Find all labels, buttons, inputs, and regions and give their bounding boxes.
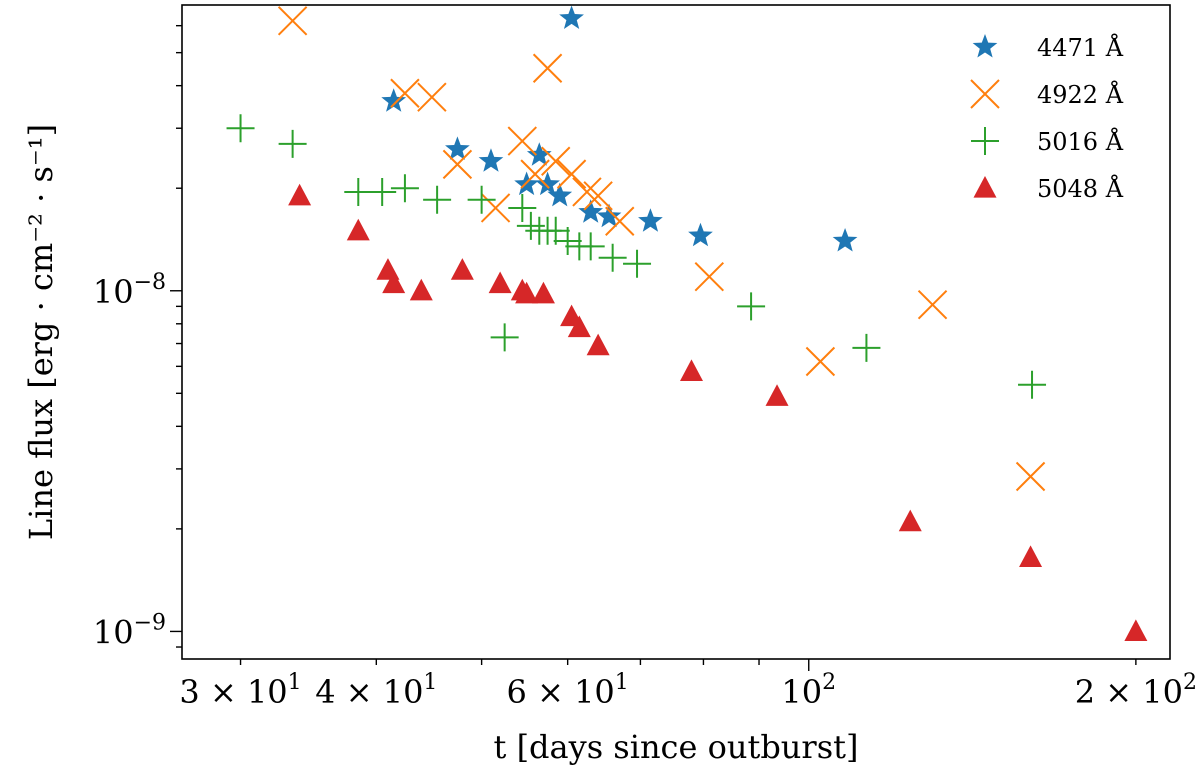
legend-marker-star xyxy=(972,34,998,58)
legend-marker-x xyxy=(970,79,1000,109)
data-point-star xyxy=(445,136,470,160)
x-tick-label: 6 × 101 xyxy=(507,670,629,711)
data-point-triangle xyxy=(488,271,512,294)
legend-label: 5016 Å xyxy=(1037,127,1124,156)
data-point-star xyxy=(526,142,552,166)
legend-label: 4922 Å xyxy=(1037,80,1124,109)
x-tick-label: 102 xyxy=(781,670,836,711)
data-point-star xyxy=(547,182,573,207)
data-point-plus xyxy=(852,333,881,362)
data-point-x xyxy=(442,149,473,180)
legend-label: 4471 Å xyxy=(1037,33,1124,62)
y-tick-label: 10−9 xyxy=(93,610,166,651)
tick-layer xyxy=(170,24,1137,671)
y-axis-label: Line flux [erg · cm⁻² · s⁻¹] xyxy=(22,124,60,540)
x-tick-label: 4 × 101 xyxy=(315,670,437,711)
series-4471 xyxy=(381,5,858,252)
data-point-plus xyxy=(623,249,652,278)
data-point-x xyxy=(694,261,725,292)
data-point-plus xyxy=(508,193,537,222)
legend: 4471 Å 4922 Å 5016 Å 5048 Å xyxy=(970,33,1124,203)
data-point-triangle xyxy=(288,183,312,206)
legend-item: 5048 Å xyxy=(973,174,1124,203)
series-5048 xyxy=(288,183,1148,642)
data-point-star xyxy=(688,222,713,247)
data-point-x xyxy=(541,146,571,176)
data-point-star xyxy=(381,88,407,112)
y-axis: 10−9 10−8 xyxy=(93,270,166,652)
data-point-triangle xyxy=(567,315,591,338)
data-point-triangle xyxy=(450,258,474,280)
data-point-plus xyxy=(423,185,452,214)
data-point-triangle xyxy=(586,333,610,356)
data-point-star xyxy=(559,5,584,29)
data-layer xyxy=(226,5,1148,642)
data-point-triangle xyxy=(1019,545,1043,567)
data-point-x xyxy=(417,82,447,112)
data-point-x xyxy=(572,177,602,207)
legend-item: 4471 Å xyxy=(972,33,1124,62)
data-point-plus xyxy=(516,211,545,240)
data-point-x xyxy=(917,290,948,320)
data-point-x xyxy=(1015,461,1046,492)
data-point-plus xyxy=(576,232,605,261)
x-axis-label: t [days since outburst] xyxy=(494,728,859,766)
data-point-plus xyxy=(278,129,307,158)
data-point-x xyxy=(556,159,587,189)
data-point-triangle xyxy=(409,278,433,301)
data-point-star xyxy=(832,227,858,252)
data-point-triangle xyxy=(382,271,406,294)
data-point-plus xyxy=(490,323,519,352)
data-point-x xyxy=(507,126,538,156)
series-5016 xyxy=(226,114,1047,399)
data-point-x xyxy=(605,206,635,236)
data-point-star xyxy=(535,171,560,196)
data-point-star xyxy=(596,203,622,228)
data-point-x xyxy=(390,78,420,108)
data-point-triangle xyxy=(515,281,539,304)
legend-label: 5048 Å xyxy=(1037,174,1124,203)
legend-marker-plus xyxy=(971,127,999,155)
x-tick-label: 3 × 101 xyxy=(179,670,301,711)
data-point-plus xyxy=(1018,370,1047,399)
data-point-star xyxy=(578,199,604,223)
data-point-star xyxy=(638,208,663,232)
data-point-star xyxy=(478,148,504,172)
data-point-triangle xyxy=(1124,619,1148,642)
x-axis: 3 × 101 4 × 101 6 × 101 102 2 × 102 xyxy=(179,670,1197,711)
plot-area-frame xyxy=(181,4,1171,660)
legend-marker-triangle xyxy=(973,176,997,198)
data-point-x xyxy=(277,6,308,36)
data-point-triangle xyxy=(679,359,703,381)
data-point-triangle xyxy=(898,509,922,532)
series-4922 xyxy=(277,6,1046,492)
data-point-x xyxy=(520,159,550,189)
data-point-x xyxy=(583,181,613,211)
data-point-plus xyxy=(344,177,373,206)
data-point-x xyxy=(805,346,836,377)
data-point-plus xyxy=(553,226,582,255)
data-point-triangle xyxy=(765,384,789,406)
data-point-plus xyxy=(368,177,397,206)
legend-item: 5016 Å xyxy=(971,127,1124,156)
y-tick-label: 10−8 xyxy=(93,270,166,311)
data-point-x xyxy=(532,53,563,83)
data-point-plus xyxy=(598,243,627,272)
x-tick-label: 2 × 102 xyxy=(1075,670,1197,711)
data-point-plus xyxy=(226,114,255,143)
data-point-plus xyxy=(467,185,496,214)
data-point-triangle xyxy=(346,218,370,241)
data-point-plus xyxy=(737,292,766,321)
data-point-plus xyxy=(390,174,419,203)
data-point-triangle xyxy=(531,281,555,304)
data-point-x xyxy=(480,193,511,223)
legend-item: 4922 Å xyxy=(970,79,1124,109)
